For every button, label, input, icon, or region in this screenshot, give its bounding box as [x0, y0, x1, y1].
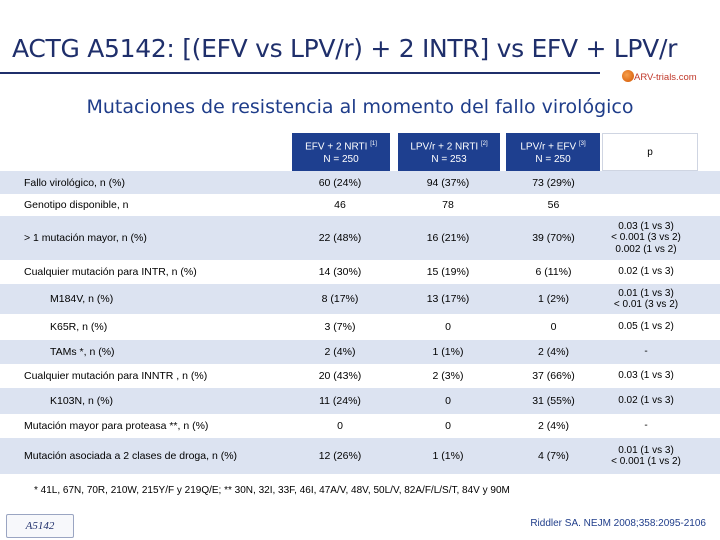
cell-lpv-nrti: 94 (37%) [426, 176, 470, 189]
cell-p-value: 0.05 (1 vs 2) [618, 321, 674, 333]
cell-lpv-efv: 2 (4%) [538, 420, 569, 432]
table-row: TAMs *, n (%) 2 (4%) 1 (1%) 2 (4%) - [0, 340, 720, 364]
cell-lpv-nrti: 2 (3%) [432, 370, 464, 382]
cell-efv-nrti: 60 (24%) [318, 176, 362, 189]
cell-p-value: 0.02 (1 vs 3) [618, 395, 674, 407]
header-efv-nrti-n: N = 250 [323, 154, 359, 166]
cell-lpv-nrti: 0 [445, 395, 451, 407]
row-label: Cualquier mutación para INTR, n (%) [24, 266, 197, 278]
cell-lpv-nrti: 15 (19%) [426, 266, 470, 278]
cell-p-value: 0.01 (1 vs 3) < 0.001 (1 vs 2) [611, 444, 681, 468]
cell-lpv-nrti: 0 [445, 420, 451, 432]
cell-efv-nrti: 2 (4%) [324, 346, 356, 358]
cell-lpv-nrti: 1 (1%) [432, 450, 464, 462]
cell-p-value [596, 171, 696, 194]
table-row: Mutación mayor para proteasa **, n (%) 0 0… [0, 414, 720, 438]
title-underline [0, 72, 600, 74]
cell-efv-nrti: 14 (30%) [318, 266, 362, 278]
footnote: * 41L, 67N, 70R, 210W, 215Y/F y 219Q/E; … [34, 485, 510, 496]
cell-p-value: - [644, 420, 648, 432]
cell-lpv-nrti: 0 [445, 321, 451, 333]
row-label: Fallo virológico, n (%) [24, 176, 125, 189]
cell-efv-nrti: 11 (24%) [319, 395, 361, 407]
cell-p-value: 0.01 (1 vs 3) < 0.01 (3 vs 2) [613, 287, 679, 311]
slide-title: ACTG A5142: [(EFV vs LPV/r) + 2 INTR] vs… [12, 34, 678, 63]
header-lpv-efv: LPV/r + EFV [3] N = 250 [506, 133, 600, 171]
table-row: > 1 mutación mayor, n (%) 22 (48%) 16 (21%… [0, 216, 720, 260]
header-efv-nrti-ref: [1] [370, 140, 377, 147]
header-lpv-efv-n: N = 250 [535, 154, 571, 166]
header-lpv-nrti-label: LPV/r + 2 NRTI [410, 141, 479, 153]
cell-efv-nrti: 22 (48%) [318, 232, 362, 244]
row-label: K65R, n (%) [50, 321, 108, 333]
cell-lpv-nrti: 1 (1%) [432, 346, 464, 358]
header-p-label: p [647, 146, 653, 158]
cell-lpv-efv: 0 [550, 321, 557, 333]
table-row: Cualquier mutación para INTR, n (%) 14 (3… [0, 260, 720, 284]
cell-efv-nrti: 0 [337, 420, 343, 432]
header-lpv-nrti-n: N = 253 [431, 154, 467, 166]
row-label: Mutación asociada a 2 clases de droga, n… [24, 450, 238, 462]
row-label: TAMs *, n (%) [50, 346, 115, 358]
cell-lpv-efv: 2 (4%) [538, 346, 569, 358]
header-lpv-nrti: LPV/r + 2 NRTI [2] N = 253 [398, 133, 500, 171]
row-label: M184V, n (%) [50, 293, 114, 305]
header-efv-nrti-label: EFV + 2 NRTI [305, 141, 368, 153]
header-lpv-efv-label: LPV/r + EFV [520, 141, 577, 153]
row-label: > 1 mutación mayor, n (%) [24, 232, 147, 244]
table-row: K65R, n (%) 3 (7%) 0 0 0.05 (1 vs 2) [0, 314, 720, 340]
cell-lpv-efv: 39 (70%) [532, 232, 575, 244]
cell-p-value: - [644, 346, 648, 358]
cell-p-value: 0.03 (1 vs 3) < 0.001 (3 vs 2) 0.002 (1 … [611, 220, 681, 255]
slide-subtitle: Mutaciones de resistencia al momento del… [86, 96, 634, 118]
cell-efv-nrti: 12 (26%) [318, 450, 362, 462]
table-row: Fallo virológico, n (%) 60 (24%) 94 (37%) 7… [0, 171, 720, 194]
header-lpv-nrti-ref: [2] [481, 140, 488, 147]
cell-lpv-efv: 31 (55%) [532, 395, 575, 407]
cell-lpv-efv: 37 (66%) [532, 370, 575, 382]
cell-p-value: 0.02 (1 vs 3) [618, 266, 674, 278]
row-label: Mutación mayor para proteasa **, n (%) [24, 420, 209, 432]
arv-trials-logo: ARV-trials.com [634, 72, 697, 83]
cell-lpv-nrti: 16 (21%) [426, 232, 470, 244]
cell-efv-nrti: 20 (43%) [318, 370, 362, 382]
row-label: Genotipo disponible, n [24, 199, 129, 211]
header-p-value: p [602, 133, 698, 171]
cell-efv-nrti: 8 (17%) [321, 293, 359, 305]
cell-lpv-efv: 73 (29%) [532, 176, 575, 189]
header-efv-nrti: EFV + 2 NRTI [1] N = 250 [292, 133, 390, 171]
cell-efv-nrti: 3 (7%) [324, 321, 356, 333]
table-row: Mutación asociada a 2 clases de droga, n… [0, 438, 720, 474]
cell-lpv-efv: 56 [547, 199, 560, 211]
cell-lpv-efv: 1 (2%) [538, 293, 569, 305]
cell-lpv-efv: 4 (7%) [538, 450, 569, 462]
table-row: K103N, n (%) 11 (24%) 0 31 (55%) 0.02 (1 vs … [0, 388, 720, 414]
cell-p-value [596, 194, 696, 216]
arv-trials-logo-icon [622, 70, 634, 82]
table-row: Cualquier mutación para INNTR , n (%) 20 … [0, 364, 720, 388]
table-row: Genotipo disponible, n 46 78 56 [0, 194, 720, 216]
row-label: K103N, n (%) [50, 395, 114, 407]
header-lpv-efv-ref: [3] [578, 140, 586, 147]
reference-citation: Riddler SA. NEJM 2008;358:2095-2106 [530, 518, 706, 529]
cell-lpv-efv: 6 (11%) [535, 266, 572, 278]
table-row: M184V, n (%) 8 (17%) 13 (17%) 1 (2%) 0.01 (1… [0, 284, 720, 314]
row-label: Cualquier mutación para INNTR , n (%) [24, 370, 208, 382]
cell-lpv-nrti: 13 (17%) [426, 293, 470, 305]
cell-lpv-nrti: 78 [442, 199, 454, 211]
cell-efv-nrti: 46 [334, 199, 346, 211]
study-badge: A5142 [6, 514, 74, 538]
cell-p-value: 0.03 (1 vs 3) [618, 370, 674, 382]
